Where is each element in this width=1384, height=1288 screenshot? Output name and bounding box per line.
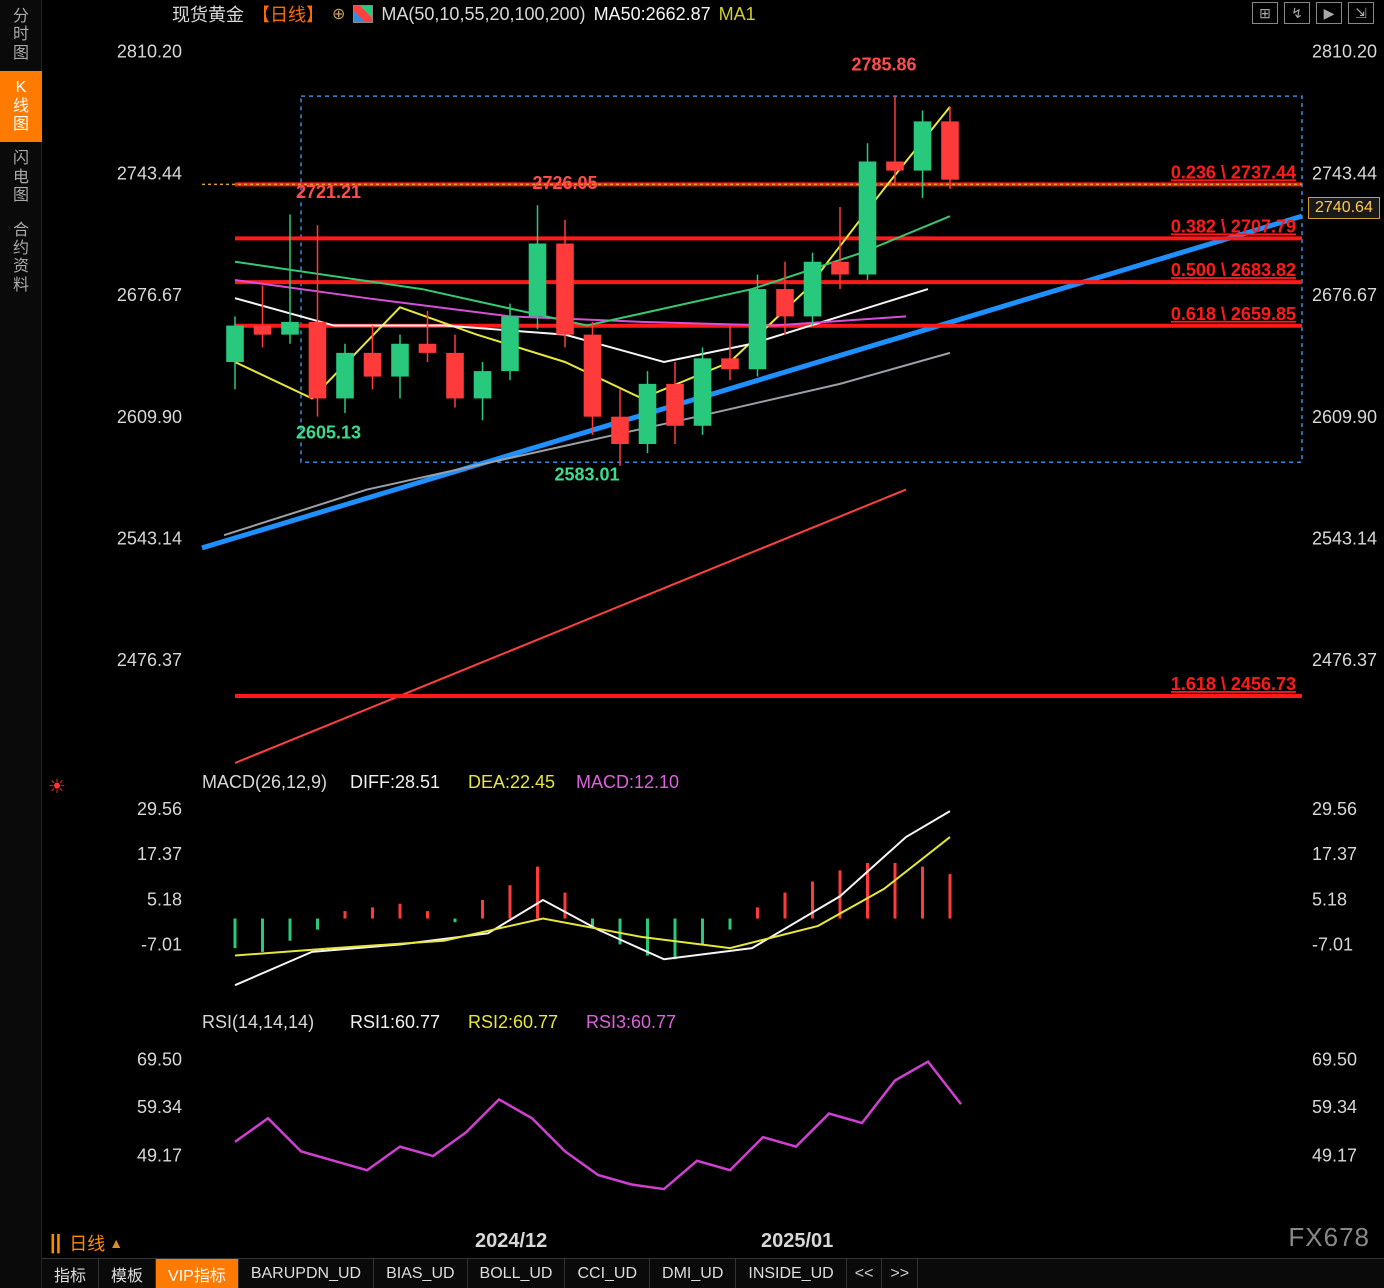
time-axis: || 日线 ▲ 2024/12 2025/01 bbox=[42, 1228, 1384, 1258]
toolbar-icon-0[interactable]: ⊞ bbox=[1252, 2, 1278, 24]
crosshair-icon: ⊕ bbox=[332, 4, 345, 24]
svg-text:0.500 \ 2683.82: 0.500 \ 2683.82 bbox=[1171, 260, 1296, 280]
rail-btn-闪电图[interactable]: 闪电图 bbox=[0, 142, 42, 213]
svg-text:69.50: 69.50 bbox=[137, 1049, 182, 1069]
tab-nav[interactable]: >> bbox=[882, 1259, 918, 1288]
tab-DMI_UD[interactable]: DMI_UD bbox=[650, 1259, 736, 1288]
svg-text:69.50: 69.50 bbox=[1312, 1049, 1357, 1069]
tab-模板[interactable]: 模板 bbox=[99, 1259, 156, 1288]
svg-text:2726.05: 2726.05 bbox=[532, 173, 597, 193]
timeline-bar-icon: || bbox=[50, 1232, 61, 1255]
svg-text:-7.01: -7.01 bbox=[1312, 934, 1353, 954]
rail-btn-合约资料[interactable]: 合约资料 bbox=[0, 214, 42, 304]
timeframe-label: 【日线】 bbox=[252, 1, 324, 27]
svg-text:5.18: 5.18 bbox=[1312, 889, 1347, 909]
chart-stack[interactable]: 2810.20 2810.20 2743.44 2743.44 2676.67 2676.… bbox=[42, 28, 1384, 1228]
timeframe-dropdown-icon[interactable]: ▲ bbox=[109, 1235, 123, 1251]
watermark: FX678 bbox=[1288, 1222, 1370, 1253]
toolbar-icon-2[interactable]: ▶ bbox=[1316, 2, 1342, 24]
svg-text:2609.90: 2609.90 bbox=[1312, 407, 1377, 427]
svg-text:2476.37: 2476.37 bbox=[1312, 650, 1377, 670]
svg-text:17.37: 17.37 bbox=[1312, 844, 1357, 864]
svg-text:RSI2:60.77: RSI2:60.77 bbox=[468, 1012, 558, 1032]
svg-text:MACD(26,12,9): MACD(26,12,9) bbox=[202, 772, 327, 792]
rail-btn-分时图[interactable]: 分时图 bbox=[0, 0, 42, 71]
indicator-tabs: 指标模板VIP指标BARUPDN_UDBIAS_UDBOLL_UDCCI_UDD… bbox=[42, 1258, 1384, 1288]
svg-text:0.236 \ 2737.44: 0.236 \ 2737.44 bbox=[1171, 162, 1296, 182]
current-price-tag: 2740.64 bbox=[1308, 197, 1380, 219]
tab-BIAS_UD[interactable]: BIAS_UD bbox=[374, 1259, 467, 1288]
rail-btn-K线图[interactable]: K线图 bbox=[0, 71, 42, 142]
svg-text:-7.01: -7.01 bbox=[141, 934, 182, 954]
svg-text:2543.14: 2543.14 bbox=[117, 529, 182, 549]
time-label: 2025/01 bbox=[761, 1230, 833, 1253]
chart-header: 现货黄金 【日线】 ⊕ MA(50,10,55,20,100,200) MA50… bbox=[42, 0, 1384, 28]
svg-text:29.56: 29.56 bbox=[1312, 799, 1357, 819]
svg-text:RSI3:60.77: RSI3:60.77 bbox=[586, 1012, 676, 1032]
macd-chart[interactable]: MACD(26,12,9) DIFF:28.51 DEA:22.45 MACD:12.… bbox=[42, 768, 1384, 1008]
rsi-chart[interactable]: RSI(14,14,14) RSI1:60.77 RSI2:60.77 RSI3:60… bbox=[42, 1008, 1384, 1216]
tab-nav[interactable]: << bbox=[847, 1259, 883, 1288]
svg-text:59.34: 59.34 bbox=[1312, 1097, 1357, 1117]
top-toolbar: ⊞ ↯ ▶ ⇲ bbox=[1252, 2, 1374, 24]
indicator-marker-icon: ☀ bbox=[48, 774, 66, 799]
tab-指标[interactable]: 指标 bbox=[42, 1259, 99, 1288]
price-chart[interactable]: 2810.20 2810.20 2743.44 2743.44 2676.67 2676.… bbox=[42, 28, 1384, 768]
svg-text:MACD:12.10: MACD:12.10 bbox=[576, 772, 679, 792]
tab-CCI_UD[interactable]: CCI_UD bbox=[565, 1259, 650, 1288]
svg-text:0.382 \ 2707.79: 0.382 \ 2707.79 bbox=[1171, 216, 1296, 236]
svg-text:2785.86: 2785.86 bbox=[851, 54, 916, 74]
timeframe-bottom: 日线 bbox=[69, 1230, 105, 1256]
svg-text:2810.20: 2810.20 bbox=[1312, 42, 1377, 62]
svg-text:0.618 \ 2659.85: 0.618 \ 2659.85 bbox=[1171, 304, 1296, 324]
svg-text:1.618 \ 2456.73: 1.618 \ 2456.73 bbox=[1171, 674, 1296, 694]
svg-text:29.56: 29.56 bbox=[137, 799, 182, 819]
chart-mini-icon bbox=[353, 5, 373, 23]
svg-text:5.18: 5.18 bbox=[147, 889, 182, 909]
toolbar-icon-3[interactable]: ⇲ bbox=[1348, 2, 1374, 24]
svg-text:2721.21: 2721.21 bbox=[296, 182, 361, 202]
svg-text:2605.13: 2605.13 bbox=[296, 423, 361, 443]
ma1-label: MA1 bbox=[719, 4, 756, 25]
svg-text:RSI1:60.77: RSI1:60.77 bbox=[350, 1012, 440, 1032]
svg-text:2583.01: 2583.01 bbox=[554, 464, 619, 484]
svg-text:2743.44: 2743.44 bbox=[1312, 163, 1377, 183]
svg-text:2609.90: 2609.90 bbox=[117, 407, 182, 427]
time-label: 2024/12 bbox=[475, 1230, 547, 1253]
svg-text:2676.67: 2676.67 bbox=[117, 285, 182, 305]
svg-text:DIFF:28.51: DIFF:28.51 bbox=[350, 772, 440, 792]
ma50-value: MA50:2662.87 bbox=[594, 4, 711, 25]
tab-BOLL_UD[interactable]: BOLL_UD bbox=[468, 1259, 566, 1288]
svg-text:17.37: 17.37 bbox=[137, 844, 182, 864]
svg-text:2676.67: 2676.67 bbox=[1312, 285, 1377, 305]
svg-text:2543.14: 2543.14 bbox=[1312, 529, 1377, 549]
tab-VIP指标[interactable]: VIP指标 bbox=[156, 1259, 239, 1288]
left-rail: 分时图K线图闪电图合约资料 bbox=[0, 0, 42, 1288]
tab-INSIDE_UD[interactable]: INSIDE_UD bbox=[736, 1259, 846, 1288]
ma-params: MA(50,10,55,20,100,200) bbox=[381, 4, 585, 25]
svg-text:49.17: 49.17 bbox=[137, 1145, 182, 1165]
svg-text:49.17: 49.17 bbox=[1312, 1145, 1357, 1165]
svg-text:RSI(14,14,14): RSI(14,14,14) bbox=[202, 1012, 314, 1032]
svg-text:59.34: 59.34 bbox=[137, 1097, 182, 1117]
svg-text:2810.20: 2810.20 bbox=[117, 42, 182, 62]
tab-BARUPDN_UD[interactable]: BARUPDN_UD bbox=[239, 1259, 374, 1288]
svg-text:2743.44: 2743.44 bbox=[117, 163, 182, 183]
svg-text:DEA:22.45: DEA:22.45 bbox=[468, 772, 555, 792]
instrument-title: 现货黄金 bbox=[172, 1, 244, 27]
svg-text:2476.37: 2476.37 bbox=[117, 650, 182, 670]
toolbar-icon-1[interactable]: ↯ bbox=[1284, 2, 1310, 24]
